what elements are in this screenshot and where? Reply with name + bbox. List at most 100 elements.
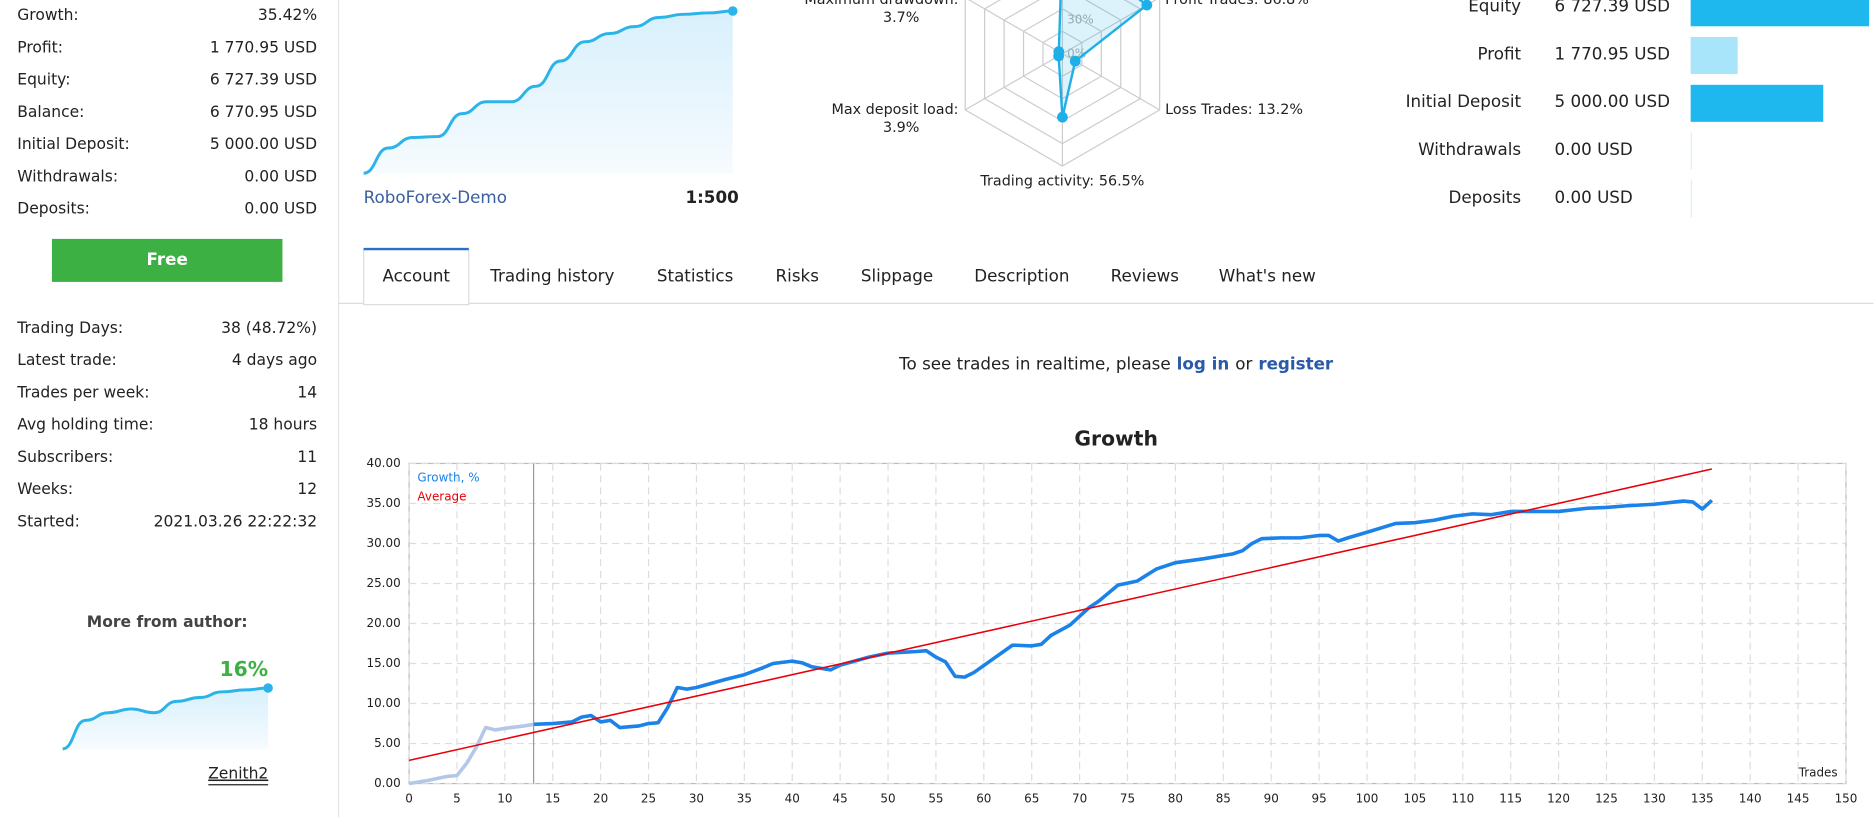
radar-axis-value: 3.9% <box>883 120 919 136</box>
stat-label: Trading Days: <box>16 319 123 337</box>
stat-value: 12 <box>297 480 317 498</box>
stat-value: 0.00 USD <box>244 200 317 218</box>
x-tick-label: 80 <box>1168 792 1183 806</box>
preview-sparkline-end <box>727 6 738 16</box>
radar-axis-value: 13.2% <box>1257 102 1303 118</box>
tab-label[interactable]: Account <box>382 266 450 286</box>
stat-label: Weeks: <box>17 480 73 498</box>
x-tick-label: 75 <box>1120 792 1135 806</box>
tab[interactable]: Description <box>974 266 1069 286</box>
broker-name: RoboForex-Demo <box>364 187 507 207</box>
stat-label: Avg holding time: <box>17 416 153 434</box>
x-tick-label: 5 <box>453 792 461 806</box>
x-tick-label: 55 <box>928 792 943 806</box>
bar-value: 0.00 USD <box>1555 139 1633 159</box>
radar-axis-value: 86.8% <box>1263 0 1309 8</box>
chart-title: Growth <box>1074 427 1158 451</box>
x-tick-label: 100 <box>1356 792 1379 806</box>
stat-value: 18 hours <box>249 416 317 434</box>
stat-label: Trades per week: <box>16 383 149 401</box>
button-label[interactable]: Free <box>147 249 188 269</box>
tab-label[interactable]: What's new <box>1219 266 1316 286</box>
tab[interactable]: Risks <box>776 266 819 286</box>
register-link[interactable]: register <box>1258 353 1334 373</box>
tab-active-bg[interactable] <box>363 247 470 306</box>
stat-value: 2021.03.26 22:22:32 <box>154 512 317 530</box>
tab-label[interactable]: Risks <box>776 266 819 286</box>
radar-point <box>1057 111 1068 123</box>
x-tick-label: 60 <box>976 792 991 806</box>
radar-point <box>1141 0 1153 11</box>
stat-value: 6 727.39 USD <box>210 71 317 89</box>
balance-bar <box>1690 84 1824 122</box>
tab[interactable]: Slippage <box>861 266 933 286</box>
radar-axis-name: Maximum drawdown: <box>804 0 958 8</box>
x-tick-label: 50 <box>880 792 895 806</box>
legend-entry: Average <box>417 489 466 503</box>
author-title: More from author: <box>87 613 248 631</box>
stat-label: Deposits: <box>17 200 90 218</box>
stat-value: 0.00 USD <box>244 167 317 185</box>
y-tick-label: 10.00 <box>367 696 401 710</box>
stat-value: 6 770.95 USD <box>210 103 317 121</box>
x-tick-label: 150 <box>1835 792 1858 806</box>
tab-label[interactable]: Trading history <box>489 266 614 286</box>
x-tick-label: 105 <box>1403 792 1426 806</box>
tab[interactable]: Reviews <box>1111 266 1179 286</box>
x-tick-label: 40 <box>785 792 800 806</box>
tab[interactable]: What's new <box>1219 266 1316 286</box>
author-sparkline-end <box>263 683 273 693</box>
notice-text: To see trades in realtime, please <box>898 353 1171 373</box>
radar-label: Loss Trades: 13.2% <box>1165 102 1303 118</box>
radar-spoke <box>964 53 1063 111</box>
bar-label: Initial Deposit <box>1406 91 1522 111</box>
radar-axis-value: 56.5% <box>1099 174 1145 190</box>
stat-value: 11 <box>297 448 317 466</box>
y-tick-label: 20.00 <box>367 616 401 630</box>
bar-label: Withdrawals <box>1418 139 1521 159</box>
preview-sparkline-area <box>363 11 733 174</box>
x-tick-label: 120 <box>1547 792 1570 806</box>
stat-label: Profit: <box>17 38 63 56</box>
balance-bar <box>1690 0 1870 27</box>
x-tick-label: 125 <box>1595 792 1618 806</box>
button-bg[interactable] <box>51 238 283 282</box>
tab[interactable]: Statistics <box>657 266 733 286</box>
stat-label: Equity: <box>17 71 70 89</box>
x-tick-label: 10 <box>497 792 512 806</box>
subscribe-button[interactable]: Free <box>51 238 283 282</box>
tab-label[interactable]: Description <box>974 266 1069 286</box>
stat-label: Initial Deposit: <box>17 135 129 153</box>
realtime-notice: To see trades in realtime, please log in o… <box>898 353 1334 373</box>
author-growth: 16% <box>220 657 269 681</box>
bar-label: Profit <box>1477 43 1521 63</box>
x-tick-label: 110 <box>1451 792 1474 806</box>
radar-axis-name: Profit Trades: <box>1165 0 1258 8</box>
author-sparkline-line <box>62 686 269 751</box>
series-line <box>408 468 1713 762</box>
radar-ring-label: 30% <box>1067 13 1094 27</box>
x-tick-label: 65 <box>1024 792 1039 806</box>
stat-label: Started: <box>17 512 80 530</box>
notice-or: or <box>1235 353 1252 373</box>
tab-label[interactable]: Slippage <box>861 266 933 286</box>
author-name[interactable]: Zenith2 <box>208 765 268 783</box>
stat-label: Balance: <box>17 103 84 121</box>
radar-spoke <box>968 0 1063 55</box>
tab-label[interactable]: Statistics <box>657 266 733 286</box>
tab[interactable]: Account <box>363 247 470 306</box>
stat-value: 5 000.00 USD <box>210 135 317 153</box>
tab-label[interactable]: Reviews <box>1111 266 1179 286</box>
radar-label: Profit Trades: 86.8% <box>1165 0 1309 8</box>
stat-value: 35.42% <box>258 6 317 24</box>
login-link[interactable]: log in <box>1177 353 1230 373</box>
y-tick-label: 0.00 <box>374 776 401 790</box>
radar-point <box>1069 55 1081 67</box>
radar-label: Trading activity: 56.5% <box>979 174 1144 190</box>
x-axis-label: Trades <box>1798 765 1838 779</box>
bar-value: 5 000.00 USD <box>1555 91 1670 111</box>
bar-label: Deposits <box>1448 187 1521 207</box>
x-tick-label: 15 <box>545 792 560 806</box>
legend-entry: Growth, % <box>417 470 479 484</box>
tab[interactable]: Trading history <box>489 266 614 286</box>
